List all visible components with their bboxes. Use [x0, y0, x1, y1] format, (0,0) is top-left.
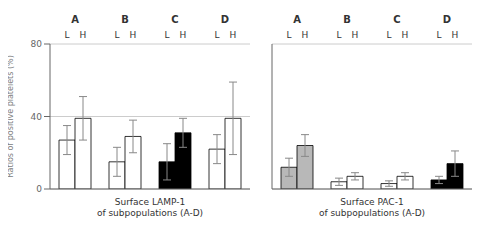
svg-text:0: 0 — [36, 184, 42, 193]
svg-text:A: A — [293, 14, 301, 25]
html-text:Surface PAC-1 of subpopulation: Surface PAC-1 of subpopulations (A-D) — [318, 197, 426, 218]
svg-text:H: H — [230, 30, 237, 40]
svg-text:B: B — [343, 14, 351, 25]
svg-text:L: L — [164, 30, 169, 40]
svg-text:H: H — [180, 30, 187, 40]
svg-text:H: H — [302, 30, 309, 40]
svg-text:L: L — [386, 30, 391, 40]
svg-text:B: B — [121, 14, 129, 25]
svg-text:H: H — [402, 30, 409, 40]
svg-text:L: L — [336, 30, 341, 40]
svg-text:L: L — [436, 30, 441, 40]
svg-text:40: 40 — [31, 112, 43, 122]
svg-text:A: A — [71, 14, 79, 25]
html-text:Surface LAMP-1 of subpopulatio: Surface LAMP-1 of subpopulations (A-D) — [96, 197, 204, 218]
svg-text:D: D — [221, 14, 229, 25]
svg-text:L: L — [214, 30, 219, 40]
svg-text:L: L — [64, 30, 69, 40]
svg-text:H: H — [452, 30, 459, 40]
svg-text:D: D — [443, 14, 451, 25]
svg-text:Ratios of positive platelets (: Ratios of positive platelets (%) — [8, 55, 15, 178]
svg-text:H: H — [130, 30, 137, 40]
svg-text:H: H — [352, 30, 359, 40]
svg-text:H: H — [80, 30, 87, 40]
svg-text:80: 80 — [31, 39, 43, 49]
svg-text:L: L — [286, 30, 291, 40]
svg-text:C: C — [393, 14, 400, 25]
svg-text:L: L — [114, 30, 119, 40]
svg-text:C: C — [171, 14, 178, 25]
